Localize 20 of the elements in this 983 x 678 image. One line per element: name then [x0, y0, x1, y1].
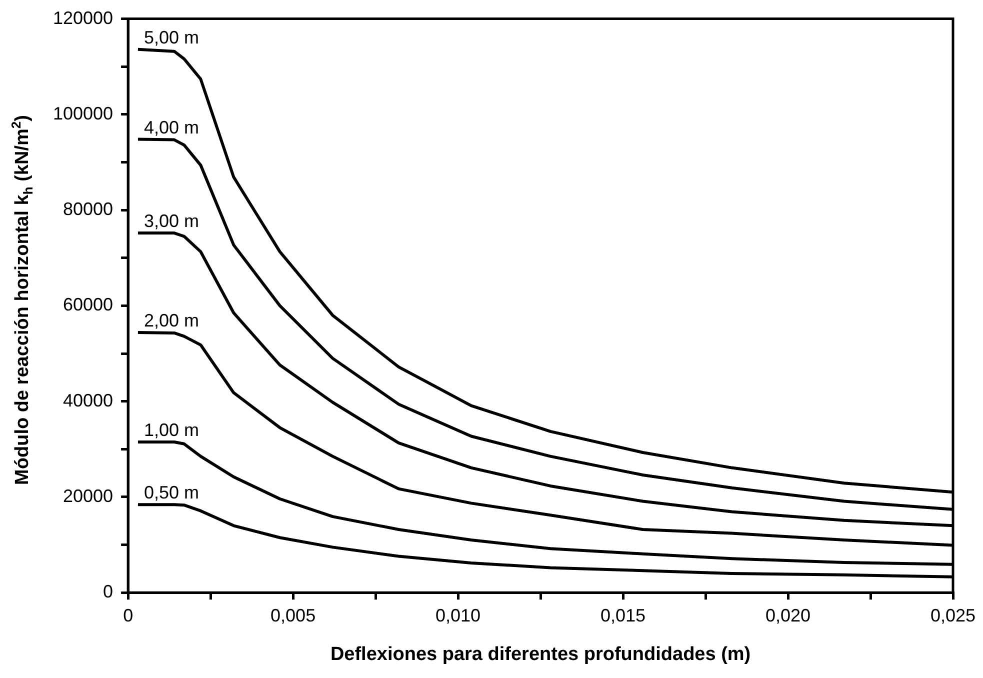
x-tick-label: 0,020: [765, 605, 811, 626]
series-label: 5,00 m: [144, 27, 199, 48]
series-label: 4,00 m: [144, 117, 199, 138]
y-tick-label: 0: [103, 582, 114, 602]
y-tick-label: 80000: [63, 199, 114, 220]
series-label: 2,00 m: [144, 310, 199, 330]
series-label: 3,00 m: [144, 210, 199, 231]
y-tick-label: 20000: [63, 486, 114, 506]
series-label: 0,50 m: [144, 482, 199, 503]
y-tick-label: 100000: [52, 103, 114, 124]
y-tick-label: 40000: [63, 390, 114, 410]
y-tick-label: 60000: [63, 294, 114, 315]
y-tick-label: 120000: [52, 8, 114, 28]
x-axis-title: Deflexiones para diferentes profundidades (m): [330, 644, 751, 665]
series-label: 1,00 m: [144, 420, 199, 440]
x-tick-label: 0,005: [270, 605, 316, 626]
x-tick-label: 0,010: [436, 605, 481, 626]
x-tick-label: 0: [123, 605, 134, 626]
x-tick-label: 0,025: [930, 605, 976, 626]
x-tick-label: 0,015: [600, 605, 646, 626]
